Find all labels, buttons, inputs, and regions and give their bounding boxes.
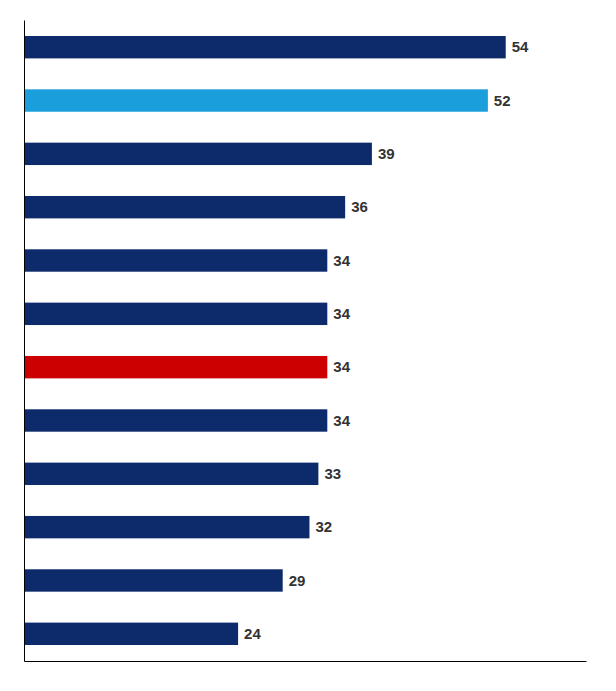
data-label: 36 [351,198,368,215]
chart-svg: 54 52 39 36 34 34 34 34 33 32 29 24 [0,0,616,691]
bar [24,569,283,591]
data-label: 32 [315,518,332,535]
data-label: 24 [244,625,261,642]
data-labels: 54 52 39 36 34 34 34 34 33 32 29 24 [244,38,529,642]
bar [24,409,327,431]
bar [24,623,238,645]
bar [24,36,506,58]
bar [24,463,318,485]
data-label: 39 [378,145,395,162]
y-axis [24,21,25,662]
bar [24,356,327,378]
data-label: 34 [333,358,350,375]
x-axis-line [25,661,587,662]
data-label: 34 [333,252,350,269]
chart-container: 54 52 39 36 34 34 34 34 33 32 29 24 [0,0,616,691]
data-label: 34 [333,412,350,429]
plot-area: 54 52 39 36 34 34 34 34 33 32 29 24 [24,21,587,662]
bar [24,303,327,325]
bar [24,196,345,218]
bar [24,249,327,271]
data-label: 34 [333,305,350,322]
data-label: 54 [512,38,529,55]
bar [24,89,488,111]
data-label: 52 [494,92,511,109]
bar [24,143,372,165]
data-label: 29 [289,572,306,589]
data-label: 33 [324,465,341,482]
x-axis [25,661,587,662]
bar [24,516,309,538]
bars [24,36,506,645]
y-axis-line [24,21,25,662]
